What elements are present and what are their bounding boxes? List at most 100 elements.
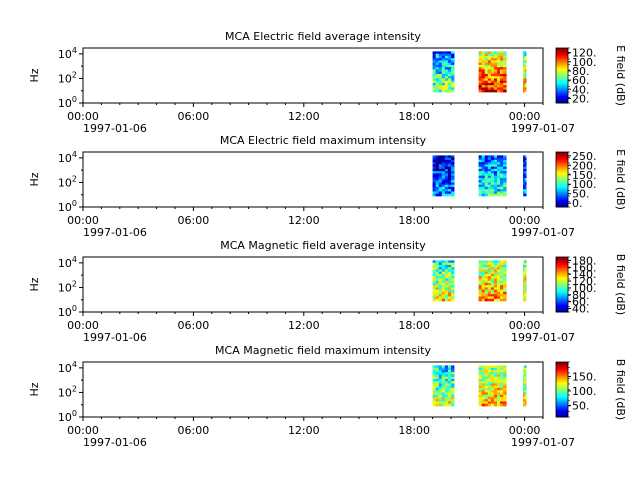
heatmap-cell (497, 89, 501, 93)
heatmap-cell (478, 392, 483, 396)
heatmap-cell (451, 157, 455, 161)
heatmap-cell (484, 273, 489, 277)
heatmap-cell (523, 280, 525, 284)
heatmap-cell (435, 387, 440, 391)
heatmap-cell (490, 171, 495, 174)
heatmap-cell (503, 55, 507, 59)
heatmap-cell (503, 271, 507, 275)
heatmap-cell (481, 294, 486, 297)
heatmap-cell (484, 296, 489, 300)
heatmap-cell (497, 64, 501, 68)
heatmap-cell (497, 71, 501, 75)
colorbar-swatch (556, 399, 568, 402)
heatmap-cell (435, 285, 440, 288)
heatmap-cell (451, 189, 455, 192)
heatmap-cell (481, 296, 486, 300)
heatmap-cell (432, 87, 437, 91)
heatmap-cell (500, 166, 504, 170)
colorbar-swatch (556, 153, 568, 156)
heatmap-cell (484, 69, 489, 73)
heatmap-cell (435, 171, 440, 174)
heatmap-cell (500, 264, 504, 268)
heatmap-cell (481, 273, 486, 277)
heatmap-cell (487, 378, 492, 382)
heatmap-cell (487, 298, 492, 302)
heatmap-cell (524, 60, 527, 64)
heatmap-cell (524, 89, 527, 93)
colorbar-swatch (556, 280, 568, 283)
heatmap-cell (481, 378, 486, 382)
heatmap-cell (438, 89, 443, 93)
heatmap-cell (500, 69, 504, 73)
heatmap-cell (447, 385, 452, 389)
heatmap-cell (435, 157, 440, 161)
heatmap-cell (484, 291, 489, 295)
heatmap-cell (432, 273, 437, 277)
heatmap-cell (524, 159, 527, 163)
heatmap-cell (490, 376, 495, 380)
heatmap-cell (444, 296, 449, 300)
heatmap-cell (451, 269, 455, 273)
heatmap-cell (432, 296, 437, 300)
heatmap-cell (484, 260, 489, 264)
heatmap-cell (435, 403, 440, 407)
heatmap-cell (497, 285, 501, 288)
heatmap-cell (478, 189, 483, 192)
colorbar-swatch (556, 92, 568, 94)
heatmap-cell (481, 155, 486, 159)
heatmap-cell (484, 60, 489, 64)
heatmap-cell (438, 193, 443, 197)
heatmap-cell (500, 396, 504, 400)
heatmap-cell (493, 80, 498, 84)
heatmap-cell (490, 394, 495, 398)
heatmap-cell (484, 78, 489, 82)
heatmap-cell (497, 381, 501, 384)
heatmap-cell (493, 155, 498, 159)
heatmap-cell (523, 369, 525, 373)
heatmap-cell (435, 369, 440, 373)
colorbar-swatch (556, 261, 568, 264)
heatmap-cell (523, 285, 525, 288)
heatmap-cell (438, 159, 443, 163)
heatmap-cell (481, 71, 486, 75)
heatmap-cell (497, 87, 501, 91)
colorbar-swatch (556, 274, 568, 277)
heatmap-cell (503, 189, 507, 192)
colorbar-swatch (556, 370, 568, 373)
heatmap-cell (524, 278, 527, 282)
heatmap-cell (481, 173, 486, 177)
heatmap-cell (478, 67, 483, 70)
heatmap-cell (490, 182, 495, 186)
heatmap-cell (481, 168, 486, 172)
heatmap-cell (435, 184, 440, 188)
heatmap-cell (487, 71, 492, 75)
heatmap-cell (435, 262, 440, 266)
colorbar-swatch (556, 52, 568, 55)
heatmap-cell (487, 262, 492, 266)
heatmap-cell (432, 374, 437, 378)
heatmap-cell (481, 166, 486, 170)
heatmap-cell (444, 294, 449, 297)
heatmap-cell (438, 269, 443, 273)
heatmap-cell (444, 76, 449, 79)
heatmap-cell (441, 273, 446, 277)
heatmap-cell (493, 372, 498, 375)
spectrogram-panel-1: MCA Electric field average intensityHz10… (28, 30, 627, 135)
heatmap-cell (435, 73, 440, 77)
heatmap-cell (441, 168, 446, 172)
heatmap-cell (490, 85, 495, 88)
heatmap-cell (497, 294, 501, 297)
heatmap-cell (435, 289, 440, 293)
heatmap-cell (493, 262, 498, 266)
colorbar-swatch (556, 171, 568, 174)
heatmap-cell (487, 390, 492, 393)
heatmap-cell (478, 273, 483, 277)
colorbar-swatch (556, 288, 568, 291)
heatmap-cell (524, 184, 527, 188)
heatmap-cell (438, 87, 443, 91)
heatmap-cell (432, 76, 437, 79)
colorbar-swatch (556, 76, 568, 79)
heatmap-cell (447, 369, 452, 373)
heatmap-cell (487, 171, 492, 174)
colorbar-swatch (556, 295, 568, 298)
